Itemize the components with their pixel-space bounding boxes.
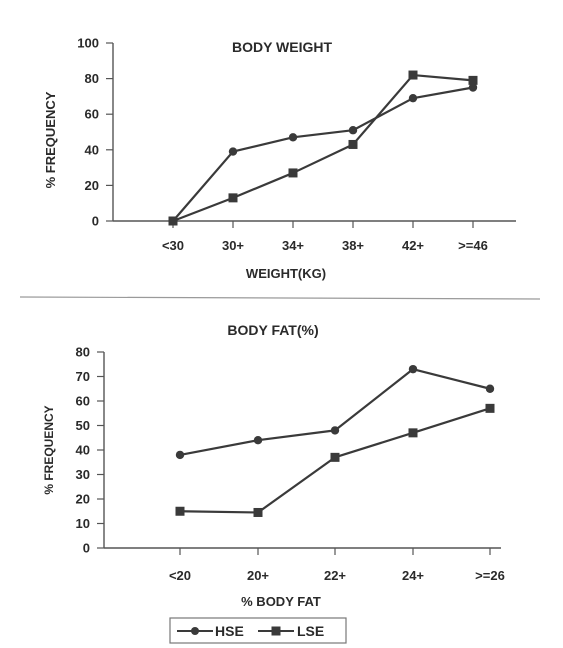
chart-title: BODY FAT(%)	[227, 322, 318, 338]
y-axis-label: % FREQUENCY	[42, 405, 56, 494]
series-line-hse	[172, 86, 474, 222]
series-line-lse	[172, 73, 474, 223]
data-point-lse	[330, 452, 340, 462]
x-tick-label: <30	[162, 238, 184, 253]
data-point-hse	[348, 126, 358, 135]
data-point-hse	[253, 436, 263, 445]
x-tick-label: 22+	[324, 568, 346, 583]
data-point-lse	[408, 70, 418, 80]
body-weight-chart: BODY WEIGHT % FREQUENCY WEIGHT(KG) 0 20 40…	[43, 36, 516, 281]
data-point-lse	[228, 193, 238, 203]
legend-hse-label: HSE	[215, 623, 244, 639]
y-tick-label: 40	[76, 443, 90, 458]
chart-title: BODY WEIGHT	[232, 39, 333, 55]
legend-lse-label: LSE	[297, 623, 324, 639]
x-tick-label: 24+	[402, 568, 424, 583]
x-axis-label: WEIGHT(KG)	[246, 266, 326, 281]
y-tick-label: 0	[92, 214, 99, 229]
x-tick-label: 20+	[247, 568, 269, 583]
y-tick-label: 80	[85, 71, 99, 86]
x-tick-label: <20	[169, 568, 191, 583]
y-tick-label: 100	[77, 36, 99, 51]
y-tick-label: 10	[76, 516, 90, 531]
x-tick-label: 30+	[222, 238, 244, 253]
y-tick-label: 30	[76, 467, 90, 482]
y-tick-label: 40	[85, 142, 99, 157]
data-point-lse	[175, 506, 185, 516]
y-tick-label: 60	[85, 107, 99, 122]
legend-lse-marker	[271, 626, 281, 636]
data-point-lse	[253, 507, 263, 517]
data-point-lse	[168, 216, 178, 226]
data-point-hse	[228, 147, 238, 156]
data-point-lse	[468, 75, 478, 85]
y-tick-label: 50	[76, 418, 90, 433]
x-axis-label: % BODY FAT	[241, 594, 321, 609]
data-point-hse	[330, 426, 340, 435]
data-point-lse	[485, 403, 495, 413]
y-tick-label: 70	[76, 369, 90, 384]
data-point-lse	[288, 168, 298, 178]
y-tick-label: 80	[76, 345, 90, 360]
series-line-hse	[179, 368, 491, 456]
chart-divider	[19, 296, 541, 300]
y-tick-label: 20	[76, 492, 90, 507]
y-tick-label: 0	[83, 541, 90, 556]
x-tick-label: 42+	[402, 238, 424, 253]
data-point-hse	[175, 450, 185, 460]
data-point-lse	[408, 428, 418, 438]
legend: HSE LSE	[169, 617, 347, 644]
data-point-hse	[288, 133, 298, 142]
data-point-hse	[485, 384, 495, 393]
x-tick-label: 34+	[282, 238, 304, 253]
legend-hse-marker	[191, 627, 199, 635]
y-tick-label: 20	[85, 178, 99, 193]
x-tick-label: >=46	[458, 238, 488, 253]
body-fat-chart: BODY FAT(%) % FREQUENCY % BODY FAT 0 10 20…	[42, 322, 505, 609]
y-axis-label: % FREQUENCY	[43, 91, 58, 188]
x-tick-label: >=26	[475, 568, 505, 583]
data-point-hse	[408, 364, 418, 374]
x-tick-label: 38+	[342, 238, 364, 253]
data-point-lse	[348, 139, 358, 149]
data-point-hse	[468, 83, 478, 92]
data-point-hse	[408, 93, 418, 103]
y-tick-label: 60	[76, 394, 90, 409]
